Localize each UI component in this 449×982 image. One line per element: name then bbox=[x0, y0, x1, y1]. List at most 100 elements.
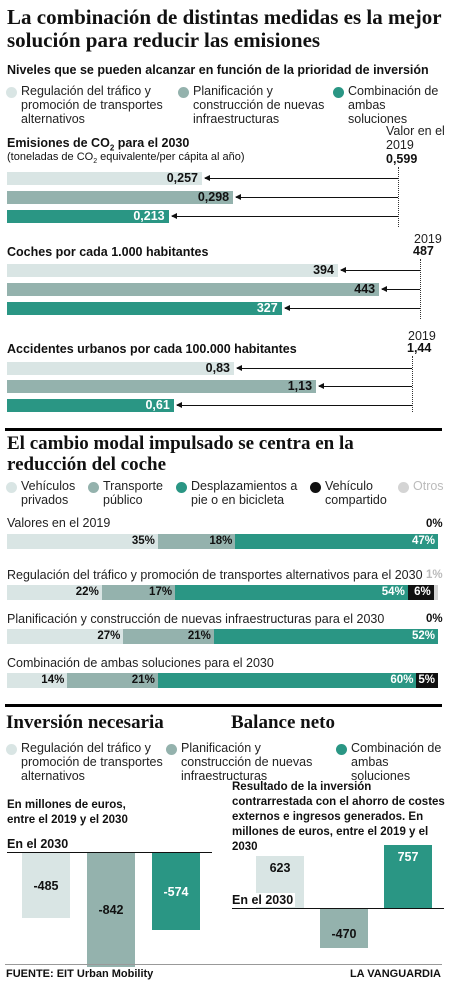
chart1-arrow-1 bbox=[235, 194, 398, 200]
subtitle: Niveles que se pueden alcanzar en funció… bbox=[7, 63, 429, 77]
modal-row-3-label-3: 5% bbox=[418, 674, 435, 686]
chart1-label-0: 0,257 bbox=[166, 171, 198, 185]
footer-brand: LA VANGUARDIA bbox=[349, 968, 441, 980]
chart3-ref-label: 2019 bbox=[408, 329, 436, 343]
legend-item-regulacion: Regulación del tráfico y promoción de tr… bbox=[21, 84, 163, 126]
bottom-swatch-mid bbox=[166, 744, 177, 755]
modal-legend-publico: Transporte público bbox=[103, 479, 163, 507]
modal-row-1-label-0: 22% bbox=[75, 586, 99, 598]
investment-label-1: -842 bbox=[98, 902, 124, 917]
modal-row-label-1: Regulación del tráfico y promoción de tr… bbox=[7, 568, 423, 582]
modal-swatch-privados bbox=[6, 482, 17, 493]
bottom-legend-combinacion: Combinación de ambas soluciones bbox=[351, 741, 442, 783]
bottom-swatch-light bbox=[6, 744, 17, 755]
chart3-arrow-2 bbox=[175, 402, 412, 408]
section2-title: El cambio modal impulsado se centra en l… bbox=[7, 433, 354, 475]
chart2-bar-1 bbox=[7, 283, 380, 296]
investment-bar-0 bbox=[22, 853, 70, 919]
modal-row-0-label-0: 35% bbox=[131, 535, 155, 547]
investment-desc: En millones de euros, entre el 2019 y el… bbox=[7, 799, 128, 826]
chart2-label-2: 327 bbox=[256, 301, 278, 315]
modal-row-2-seg-0 bbox=[7, 629, 124, 644]
modal-row-3-label-1: 21% bbox=[131, 674, 155, 686]
modal-row-2-label-0: 27% bbox=[97, 630, 121, 642]
modal-row-1-label-1: 17% bbox=[149, 586, 173, 598]
legend-swatch-light bbox=[6, 87, 17, 98]
chart3-ref-value: 1,44 bbox=[407, 341, 432, 355]
modal-row-1-seg-0 bbox=[7, 585, 102, 600]
chart2-ref-line bbox=[420, 259, 421, 319]
chart2-arrow-1 bbox=[381, 286, 420, 292]
chart2-label-1: 443 bbox=[354, 282, 376, 296]
balance-desc: Resultado de la inversión contrarrestada… bbox=[232, 781, 445, 853]
modal-swatch-compartido bbox=[310, 482, 321, 493]
modal-row-label-0: Valores en el 2019 bbox=[7, 516, 111, 530]
modal-row-2-label-2: 52% bbox=[411, 630, 435, 642]
legend-item-planificacion: Planificación y construcción de nuevas i… bbox=[193, 84, 325, 126]
modal-row-3-seg-1 bbox=[67, 673, 158, 688]
modal-row-3-label-2: 60% bbox=[390, 674, 414, 686]
balance-label-2: 757 bbox=[397, 850, 419, 865]
chart2-arrow-0 bbox=[339, 267, 420, 273]
modal-row-3-label-0: 14% bbox=[41, 674, 65, 686]
investment-baseline bbox=[7, 852, 212, 853]
footer-rule bbox=[5, 964, 442, 965]
modal-row-0-zero: 0% bbox=[426, 518, 443, 530]
chart1-bar-2 bbox=[7, 210, 169, 223]
chart3-bar-0 bbox=[7, 362, 234, 375]
modal-row-2-seg-1 bbox=[123, 629, 214, 644]
chart1-label-2: 0,213 bbox=[133, 209, 165, 223]
modal-row-3-seg-3 bbox=[416, 673, 438, 688]
modal-row-1-seg-1 bbox=[101, 585, 176, 600]
chart3-label-1: 1,13 bbox=[287, 379, 313, 393]
chart2-label-0: 394 bbox=[313, 263, 334, 277]
modal-row-1-otros: 1% bbox=[426, 569, 443, 581]
modal-legend-pie: Desplazamientos a pie o en bicicleta bbox=[191, 479, 298, 507]
modal-row-1-label-2: 54% bbox=[381, 586, 405, 598]
divider-2 bbox=[5, 704, 442, 707]
main-title: La combinación de distintas medidas es l… bbox=[7, 5, 442, 52]
bottom-swatch-dark bbox=[336, 744, 347, 755]
investment-bar-2 bbox=[152, 853, 200, 931]
modal-legend-compartido: Vehículo compartido bbox=[325, 479, 387, 507]
chart2-ref-value: 487 bbox=[413, 244, 434, 258]
chart3-bar-1 bbox=[7, 380, 317, 393]
modal-row-1-label-3: 6% bbox=[414, 586, 431, 598]
investment-title: Inversión necesaria bbox=[6, 712, 164, 733]
legend-item-combinacion: Combinación de ambas soluciones bbox=[348, 84, 439, 126]
footer-source: FUENTE: EIT Urban Mobility bbox=[6, 968, 154, 980]
modal-row-2-label-1: 21% bbox=[187, 630, 211, 642]
chart1-arrow-0 bbox=[204, 175, 398, 181]
modal-swatch-pie bbox=[176, 482, 187, 493]
chart3-arrow-1 bbox=[318, 383, 412, 389]
modal-row-label-3: Combinación de ambas soluciones para el … bbox=[7, 656, 274, 670]
modal-row-2-seg-2 bbox=[213, 629, 438, 644]
chart3-label-0: 0,83 bbox=[205, 361, 230, 375]
modal-row-0-label-1: 18% bbox=[209, 535, 233, 547]
chart1-title: Emisiones de CO2 para el 2030 bbox=[7, 136, 190, 153]
modal-legend-otros: Otros bbox=[413, 479, 444, 493]
balance-bar-1 bbox=[320, 909, 368, 948]
modal-row-1-seg-3 bbox=[407, 585, 434, 600]
chart1-arrow-2 bbox=[170, 213, 398, 219]
balance-label-1: -470 bbox=[331, 927, 357, 941]
chart3-title: Accidentes urbanos por cada 100.000 habi… bbox=[7, 342, 297, 356]
divider-1 bbox=[5, 428, 442, 431]
modal-row-3-seg-2 bbox=[157, 673, 417, 688]
chart3-label-2: 0,61 bbox=[145, 398, 170, 412]
modal-row-0-seg-2 bbox=[235, 534, 438, 549]
chart1-ref-label: Valor en el 2019 bbox=[386, 124, 445, 152]
balance-title: Balance neto bbox=[231, 712, 335, 733]
chart1-bar-0 bbox=[7, 172, 202, 185]
modal-row-0-label-2: 47% bbox=[411, 535, 435, 547]
legend-swatch-dark bbox=[333, 87, 344, 98]
chart1-label-1: 0,298 bbox=[197, 190, 230, 204]
balance-axis-label: En el 2030 bbox=[232, 893, 296, 907]
legend-swatch-mid bbox=[178, 87, 189, 98]
balance-baseline bbox=[232, 908, 444, 909]
chart3-arrow-0 bbox=[236, 365, 412, 371]
modal-row-1-seg-4 bbox=[433, 585, 438, 600]
modal-swatch-otros bbox=[398, 482, 409, 493]
chart2-title: Coches por cada 1.000 habitantes bbox=[7, 245, 209, 259]
chart2-bar-0 bbox=[7, 264, 338, 277]
